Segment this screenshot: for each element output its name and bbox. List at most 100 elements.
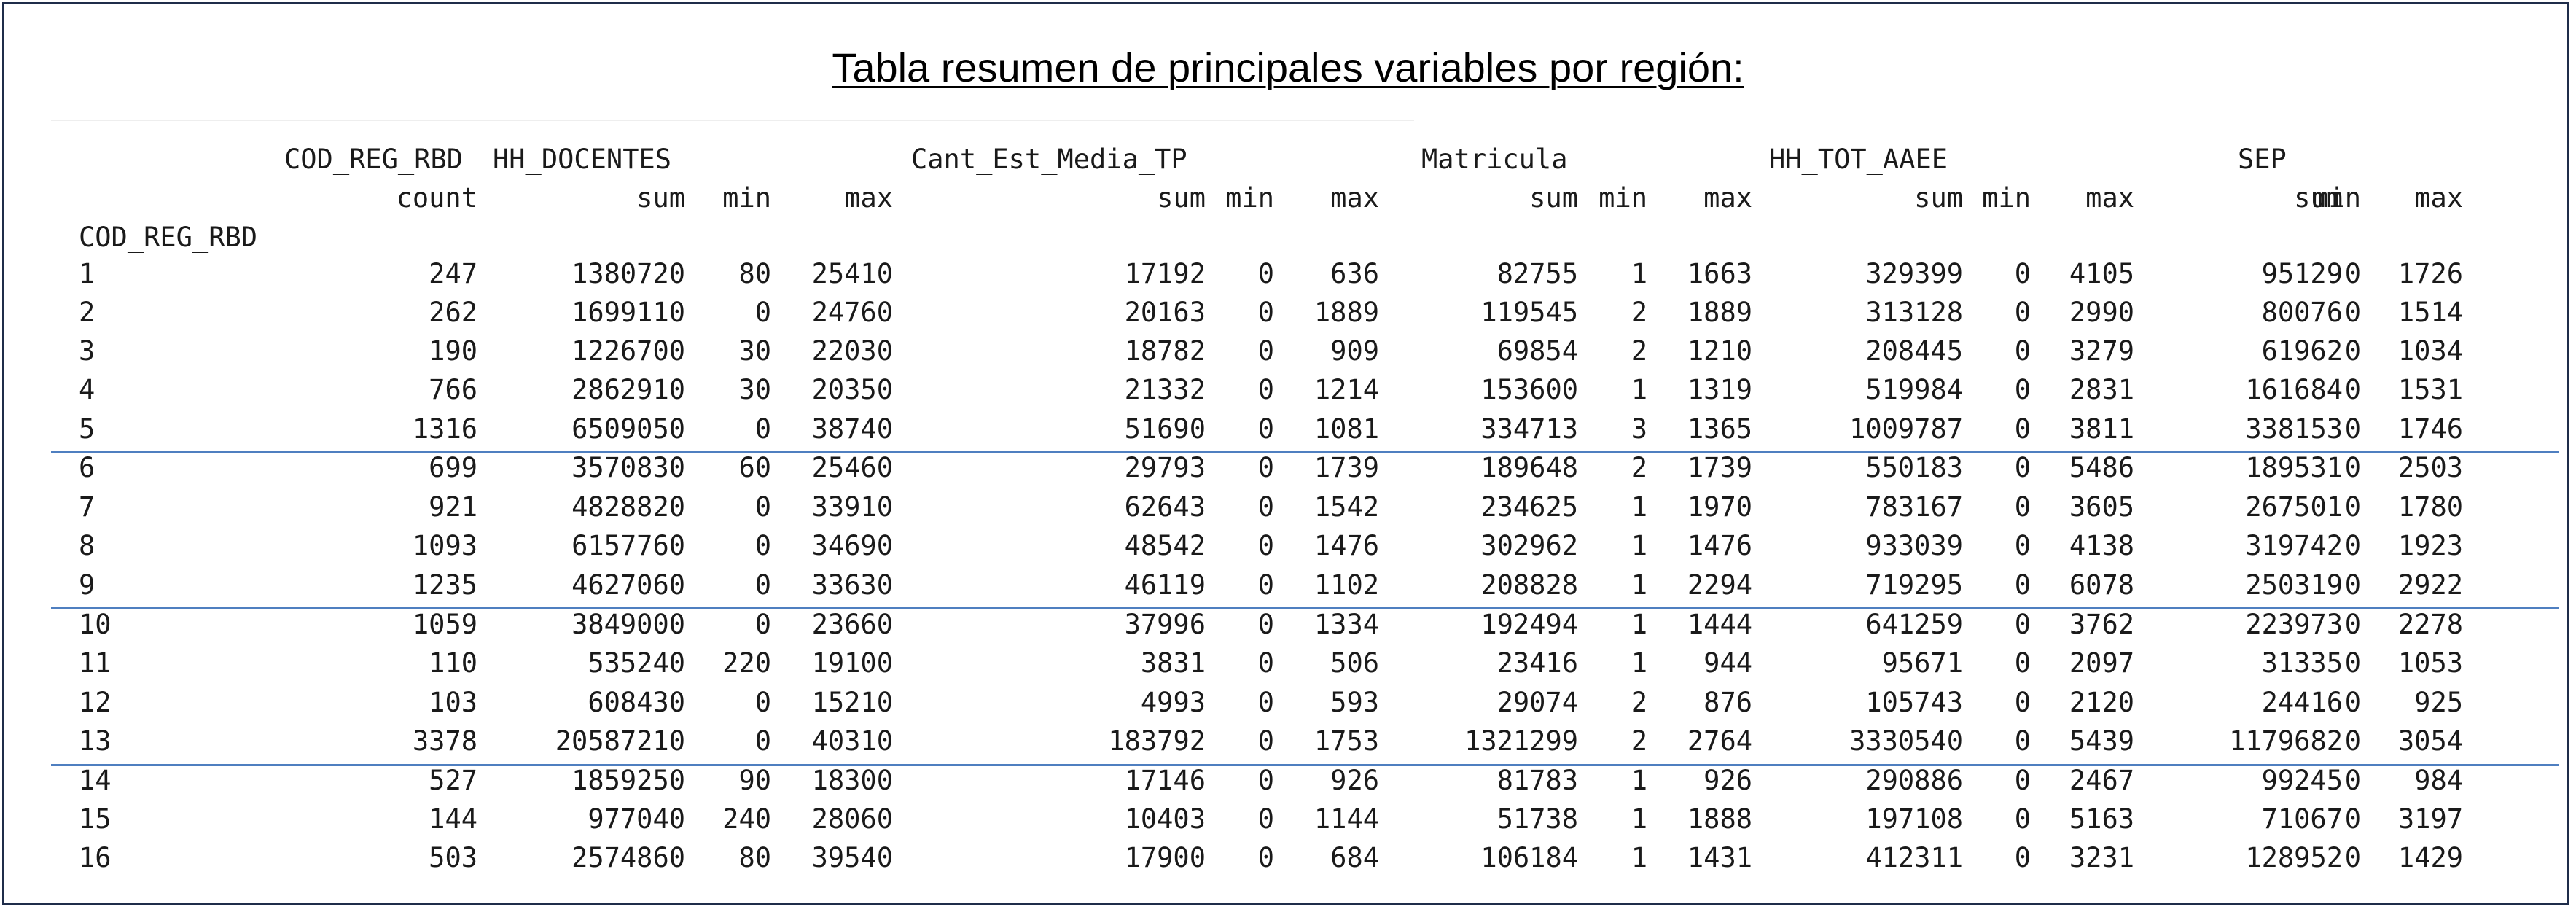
table-cell: 48542 [1124,530,1206,561]
table-cell: 921 [429,491,477,523]
table-cell: 2294 [1687,569,1752,601]
table-cell: 3762 [2069,609,2134,640]
table-cell: 0 [2344,413,2361,445]
table-cell: 1059 [412,609,477,640]
table-cell: 1 [1631,609,1647,640]
table-cell: 1514 [2397,297,2463,328]
table-cell: 1210 [1687,335,1752,367]
table-cell: 3330540 [1849,725,1963,757]
table-cell: 0 [2014,258,2031,289]
column-group-header: Matricula [1421,144,1568,175]
table-cell: 2764 [1687,725,1752,757]
table-cell: 1034 [2397,335,2463,367]
table-cell: 0 [2014,842,2031,873]
table-cell: 1431 [1687,842,1752,873]
table-cell: 25460 [811,452,893,483]
table-cell: 62643 [1124,491,1206,523]
table-cell: 5439 [2069,725,2134,757]
row-index: 7 [79,491,95,523]
table-cell: 2467 [2069,765,2134,796]
table-cell: 223973 [2245,609,2343,640]
table-cell: 1 [1631,765,1647,796]
table-cell: 0 [1257,647,1274,679]
table-cell: 2120 [2069,687,2134,718]
table-cell: 25410 [811,258,893,289]
table-cell: 2503 [2397,452,2463,483]
table-cell: 290886 [1865,765,1963,796]
table-cell: 1859250 [571,765,685,796]
table-cell: 0 [2344,647,2361,679]
table-cell: 5163 [2069,803,2134,835]
table-cell: 0 [754,569,771,601]
column-group-header: COD_REG_RBD [284,144,464,175]
table-cell: 2 [1631,452,1647,483]
table-cell: 944 [1703,647,1752,679]
table-cell: 3605 [2069,491,2134,523]
table-cell: 0 [2014,803,2031,835]
table-cell: 313128 [1865,297,1963,328]
table-cell: 33910 [811,491,893,523]
column-subheader: min [1225,182,1274,214]
column-subheader: sum [1914,182,1963,214]
table-cell: 1444 [1687,609,1752,640]
table-cell: 699 [429,452,477,483]
table-cell: 2 [1631,297,1647,328]
table-cell: 0 [2344,609,2361,640]
table-cell: 334713 [1480,413,1578,445]
table-cell: 0 [2014,297,2031,328]
table-cell: 2097 [2069,647,2134,679]
table-cell: 10403 [1124,803,1206,835]
table-cell: 0 [2014,374,2031,405]
table-cell: 319742 [2245,530,2343,561]
table-cell: 0 [2014,335,2031,367]
table-cell: 80 [738,842,771,873]
table-cell: 197108 [1865,803,1963,835]
row-index: 12 [79,687,112,718]
table-cell: 30 [738,335,771,367]
table-cell: 0 [754,413,771,445]
table-cell: 190 [429,335,477,367]
table-cell: 1319 [1687,374,1752,405]
table-cell: 208828 [1480,569,1578,601]
table-cell: 1699110 [571,297,685,328]
table-cell: 1214 [1314,374,1379,405]
table-cell: 33630 [811,569,893,601]
table-cell: 0 [1257,687,1274,718]
row-index: 8 [79,530,95,561]
table-cell: 0 [2344,569,2361,601]
table-cell: 80076 [2261,297,2343,328]
index-label: COD_REG_RBD [79,222,258,253]
table-cell: 0 [1257,258,1274,289]
table-cell: 189648 [1480,452,1578,483]
table-cell: 0 [2014,569,2031,601]
table-cell: 0 [2344,335,2361,367]
table-cell: 61962 [2261,335,2343,367]
table-cell: 1476 [1314,530,1379,561]
table-cell: 21332 [1124,374,1206,405]
table-cell: 39540 [811,842,893,873]
table-cell: 1 [1631,569,1647,601]
table-cell: 1093 [412,530,477,561]
table-cell: 0 [1257,842,1274,873]
table-cell: 17900 [1124,842,1206,873]
table-cell: 24760 [811,297,893,328]
table-cell: 1542 [1314,491,1379,523]
table-cell: 926 [1703,765,1752,796]
table-cell: 0 [2344,491,2361,523]
table-cell: 38740 [811,413,893,445]
table-cell: 0 [1257,609,1274,640]
table-cell: 15210 [811,687,893,718]
table-cell: 80 [738,258,771,289]
table-cell: 267501 [2245,491,2343,523]
table-cell: 82755 [1496,258,1578,289]
table-cell: 23660 [811,609,893,640]
table-cell: 1316 [412,413,477,445]
table-cell: 1235 [412,569,477,601]
table-cell: 0 [1257,452,1274,483]
table-cell: 0 [1257,803,1274,835]
table-cell: 23416 [1496,647,1578,679]
table-cell: 3811 [2069,413,2134,445]
page-title: Tabla resumen de principales variables p… [832,44,1744,90]
table-cell: 0 [2344,452,2361,483]
table-cell: 2862910 [571,374,685,405]
